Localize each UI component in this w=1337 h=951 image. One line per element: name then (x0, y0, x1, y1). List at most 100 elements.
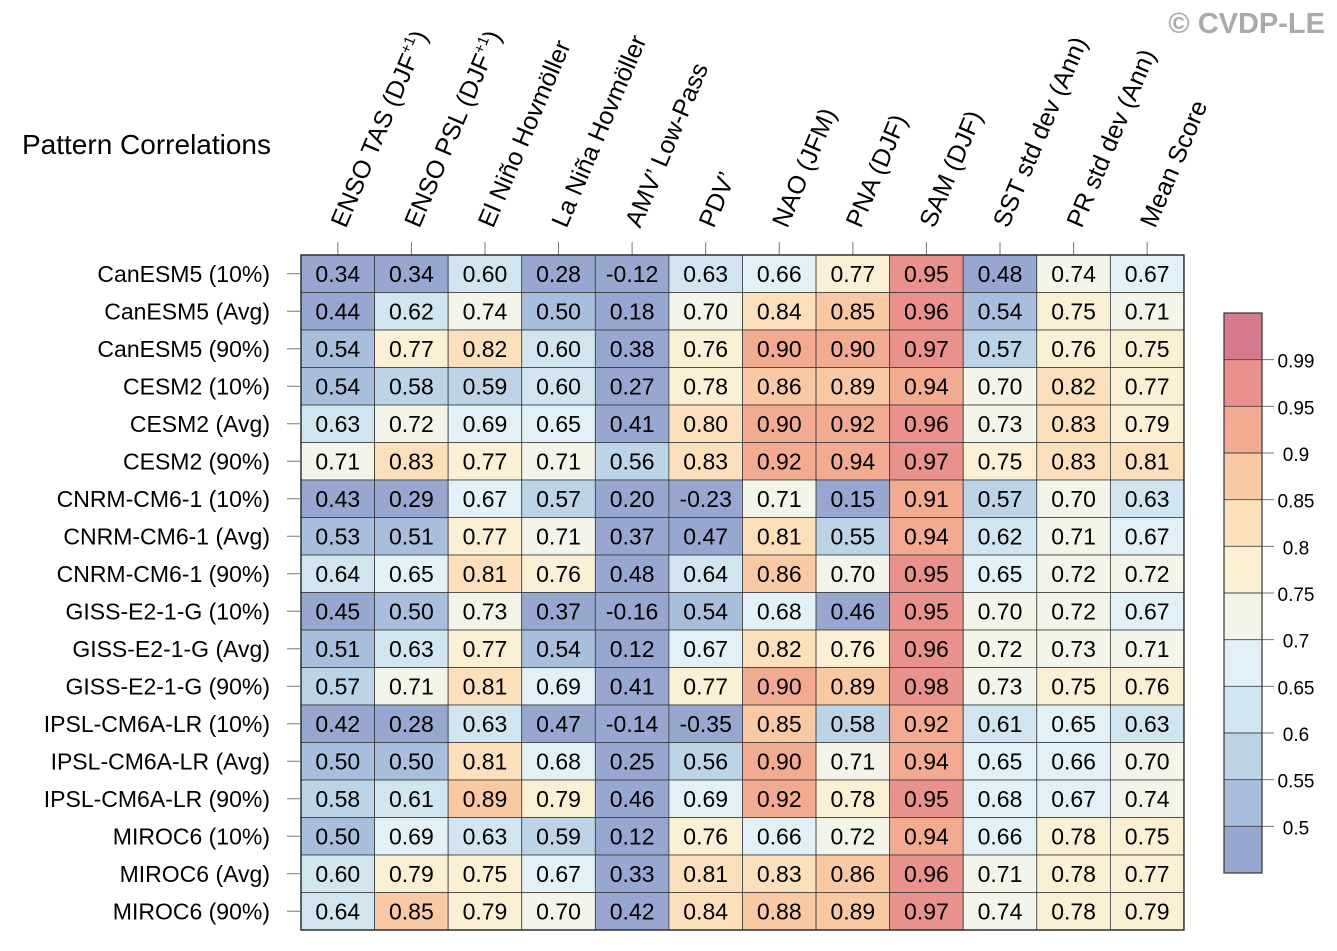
cell-value-label: 0.71 (1051, 523, 1096, 549)
heatmap-cell (815, 367, 891, 406)
heatmap-cell (374, 329, 449, 368)
heatmap-cell (1109, 254, 1185, 293)
cell-value-label: 0.92 (757, 786, 802, 812)
cell-value-label: 0.77 (1125, 373, 1170, 399)
heatmap-cell (1109, 742, 1185, 781)
cell-value-label: 0.91 (904, 486, 949, 512)
cell-value-label: 0.45 (315, 598, 360, 624)
heatmap-cell (962, 854, 1038, 893)
cell-value-label: 0.86 (757, 561, 802, 587)
heatmap-cell (447, 329, 523, 368)
cell-value-label: 0.77 (830, 261, 875, 287)
heatmap-cell (594, 592, 670, 631)
cell-value-label: 0.67 (463, 486, 508, 512)
cell-value-label: 0.77 (1125, 861, 1170, 887)
cell-value-label: 0.84 (683, 898, 728, 924)
cell-value-label: 0.70 (978, 373, 1023, 399)
colorbar-segment (1224, 779, 1262, 827)
heatmap-cell (521, 629, 596, 668)
heatmap-cell (374, 554, 449, 593)
cell-value-label: 0.61 (389, 786, 434, 812)
heatmap-cell (668, 892, 743, 931)
cell-value-label: 0.54 (315, 373, 360, 399)
cell-value-label: 0.76 (830, 636, 875, 662)
heatmap-cell (742, 554, 817, 593)
column-label: SAM (DJF) (914, 107, 988, 232)
heatmap-cell (742, 329, 817, 368)
heatmap-cell (1036, 704, 1111, 743)
watermark-label: © CVDP-LE (1168, 8, 1325, 40)
heatmap-cell (742, 704, 817, 743)
heatmap-cell (374, 629, 449, 668)
cell-value-label: 0.67 (1125, 261, 1170, 287)
cell-value-label: 0.70 (830, 561, 875, 587)
row-label: CESM2 (Avg) (130, 411, 270, 437)
cell-value-label: 0.68 (536, 748, 581, 774)
heatmap-cell (742, 854, 817, 893)
cell-value-label: 0.27 (610, 373, 655, 399)
cell-value-label: 0.57 (978, 486, 1023, 512)
heatmap-cell (1109, 892, 1185, 931)
cell-value-label: 0.50 (315, 823, 360, 849)
cell-value-label: 0.92 (904, 711, 949, 737)
heatmap-cell (374, 292, 449, 331)
cell-value-label: -0.35 (679, 711, 731, 737)
cell-value-label: 0.80 (683, 411, 728, 437)
cell-value-label: 0.90 (757, 748, 802, 774)
row-label: MIROC6 (10%) (113, 823, 270, 849)
cell-value-label: 0.48 (610, 561, 655, 587)
cell-value-label: 0.50 (389, 748, 434, 774)
cell-value-label: 0.71 (757, 486, 802, 512)
cell-value-label: 0.63 (683, 261, 728, 287)
cell-value-label: 0.60 (315, 861, 360, 887)
colorbar-border (1223, 312, 1263, 874)
heatmap-cell (815, 742, 891, 781)
heatmap-cell (447, 817, 523, 856)
cell-value-label: 0.51 (315, 636, 360, 662)
heatmap-cell (668, 704, 743, 743)
heatmap-cell (447, 779, 523, 818)
colorbar-tick-label: 0.99 (1278, 352, 1315, 373)
cell-value-label: 0.46 (830, 598, 875, 624)
heatmap-grid: 0.34 0.34 0.60 0.28 -0.12 0.63 0.66 0.77 0.95 0.4… (300, 254, 1185, 931)
cell-value-label: 0.54 (536, 636, 581, 662)
heatmap-cell (889, 404, 964, 443)
heatmap-cell (815, 442, 891, 481)
cell-value-label: 0.74 (1125, 786, 1170, 812)
cell-value-label: 0.74 (463, 298, 508, 324)
cell-value-label: 0.65 (1051, 711, 1096, 737)
cell-value-label: 0.76 (683, 336, 728, 362)
cell-value-label: 0.43 (315, 486, 360, 512)
heatmap-cell (962, 554, 1038, 593)
heatmap-cell (594, 817, 670, 856)
cell-value-label: 0.90 (757, 673, 802, 699)
colorbar-tick-label: 0.95 (1278, 398, 1315, 419)
cell-value-label: 0.78 (683, 373, 728, 399)
row-label: IPSL-CM6A-LR (10%) (44, 711, 270, 737)
heatmap-cell (668, 817, 743, 856)
heatmap-cell (594, 779, 670, 818)
cell-value-label: 0.65 (978, 561, 1023, 587)
cell-value-label: 0.54 (683, 598, 728, 624)
cell-value-label: 0.76 (1125, 673, 1170, 699)
heatmap-cell (594, 704, 670, 743)
heatmap-cell (1036, 892, 1111, 931)
heatmap-cell (594, 254, 670, 293)
heatmap-cell (889, 479, 964, 518)
cell-value-label: 0.71 (389, 673, 434, 699)
heatmap-cell (300, 367, 375, 406)
heatmap-cell (521, 517, 596, 556)
cell-value-label: 0.83 (1051, 411, 1096, 437)
cell-value-label: 0.64 (683, 561, 728, 587)
cell-value-label: 0.95 (904, 598, 949, 624)
cell-value-label: 0.75 (463, 861, 508, 887)
colorbar-tick-label: 0.85 (1278, 492, 1315, 513)
heatmap-cell (521, 367, 596, 406)
heatmap-cell (594, 292, 670, 331)
heatmap-cell (447, 629, 523, 668)
cell-value-label: 0.63 (315, 411, 360, 437)
colorbar-segment (1224, 406, 1262, 453)
colorbar-segment (1224, 639, 1262, 687)
row-label: CESM2 (10%) (123, 373, 270, 399)
heatmap-cell (962, 629, 1038, 668)
